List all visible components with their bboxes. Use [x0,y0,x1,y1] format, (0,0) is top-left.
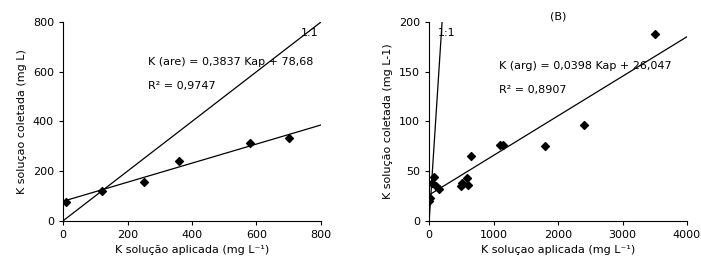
Point [138,180,149,184]
Title: (B): (B) [550,11,566,21]
Point [283,135,294,140]
Point [463,183,474,187]
Point [424,199,435,203]
Point [245,140,256,145]
Point [427,181,438,185]
Point [173,159,184,163]
Text: 1:1: 1:1 [438,28,456,38]
Point [494,143,505,147]
Point [498,143,509,147]
Point [578,123,590,128]
Text: K (arg) = 0,0398 Kap + 26,047: K (arg) = 0,0398 Kap + 26,047 [499,61,672,71]
Y-axis label: K solução coletada (mg L-1): K solução coletada (mg L-1) [383,44,393,199]
X-axis label: K soluçao aplicada (mg L⁻¹): K soluçao aplicada (mg L⁻¹) [481,245,635,255]
Point [424,196,435,200]
X-axis label: K solução aplicada (mg L⁻¹): K solução aplicada (mg L⁻¹) [115,245,269,255]
Point [461,176,472,180]
Point [61,200,72,204]
Y-axis label: K soluçao coletada (mg L): K soluçao coletada (mg L) [18,49,27,194]
Point [429,175,440,179]
Point [96,189,107,193]
Point [433,187,444,191]
Point [649,32,660,36]
Point [456,181,468,185]
Text: 1:1: 1:1 [301,28,318,38]
Text: R² = 0,9747: R² = 0,9747 [148,81,216,91]
Point [455,184,466,188]
Text: R² = 0,8907: R² = 0,8907 [499,85,566,95]
Text: K (are) = 0,3837 Kap + 78,68: K (are) = 0,3837 Kap + 78,68 [148,57,313,67]
Point [430,184,441,188]
Point [465,154,477,158]
Point [540,144,551,148]
